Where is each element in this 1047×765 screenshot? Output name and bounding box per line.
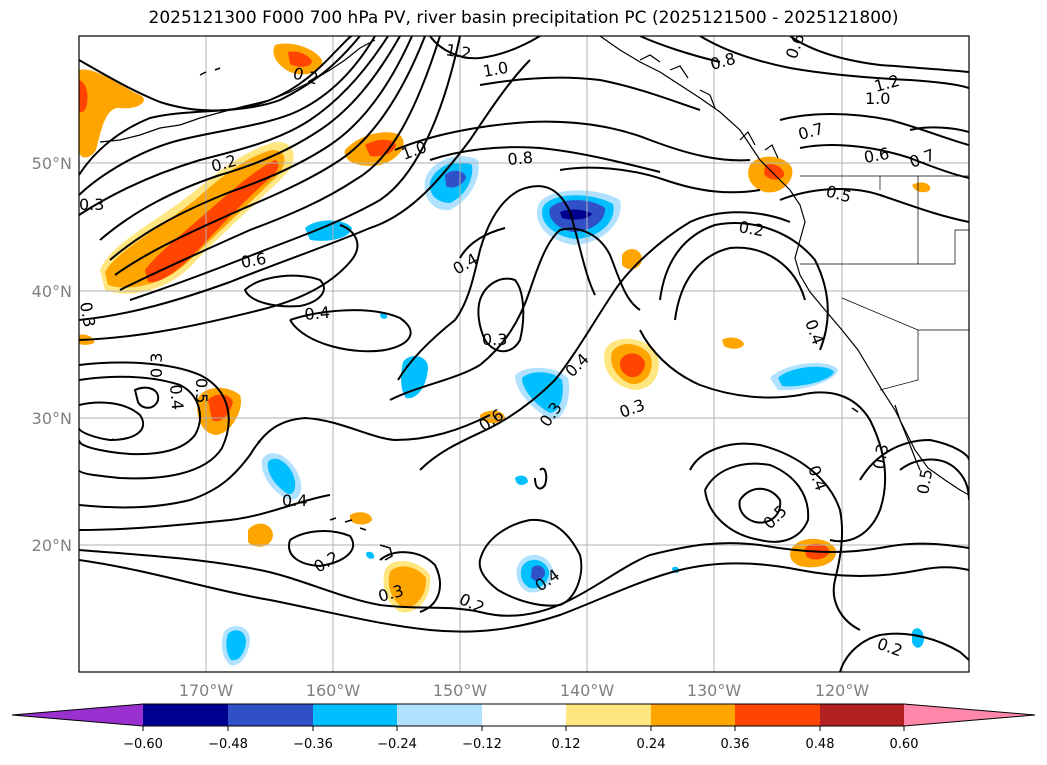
contour-label: 1.0 [865, 89, 890, 108]
precip-positive-anomalies [79, 43, 931, 613]
colorbar-bin [820, 704, 904, 726]
pos-anomaly-band-inner [145, 160, 279, 283]
neg-anomaly-small-3 [366, 551, 375, 559]
lon-label-150w: 150°W [433, 681, 488, 700]
pos-anomaly-137w-core [620, 353, 645, 378]
lon-label-140w: 140°W [560, 681, 615, 700]
contour-label: 0.6 [862, 144, 890, 167]
pos-anomaly-nw-inner [79, 80, 88, 113]
pos-anomaly-154w-inner [388, 566, 427, 608]
colorbar-bin [143, 704, 228, 726]
borders [800, 175, 969, 391]
contour-label: 0.6 [239, 249, 267, 272]
contour-label: 0.3 [79, 195, 104, 214]
pos-anomaly-bc-inner [764, 164, 785, 180]
colorbar-extend-high [904, 704, 1035, 726]
colorbar-bin [482, 704, 566, 726]
lon-label-170w: 170°W [179, 681, 234, 700]
contour-label: 0.3 [76, 300, 99, 328]
lat-label-30n: 30°N [32, 409, 72, 428]
neg-anomaly-124w-mid [778, 366, 834, 387]
lon-label-160w: 160°W [306, 681, 361, 700]
colorbar-bin [397, 704, 482, 726]
colorbar-tick: 0.12 [552, 737, 581, 752]
colorbar-bin [735, 704, 820, 726]
lon-label-120w: 120°W [815, 681, 870, 700]
contour-label: 0.5 [192, 378, 211, 403]
neg-anomaly-169w-mid [226, 630, 246, 661]
neg-anomaly-141w-core [560, 209, 592, 220]
contour-label: 1.0 [481, 58, 509, 81]
colorbar-bin [651, 704, 735, 726]
pos-anomaly-aleutian-inner [288, 51, 312, 67]
colorbar-tick: −0.24 [377, 737, 417, 752]
lat-labels: 50°N 40°N 30°N 20°N [32, 154, 72, 555]
colorbar-bin [228, 704, 313, 726]
pos-anomaly-155w-inner [365, 139, 396, 157]
pos-anomaly-128w [722, 337, 744, 349]
contour-label: 0.3 [482, 330, 507, 349]
map-frame [78, 35, 970, 673]
neg-anomaly-165w-mid [267, 458, 296, 495]
neg-anomaly-144w-core [531, 565, 545, 581]
colorbar-extend-low [12, 704, 143, 726]
lat-label-20n: 20°N [32, 536, 72, 555]
map-area: 0.2 1.0 0.6 0.8 0.2 1.2 1.0 0.7 0.6 0.5 … [76, 6, 969, 672]
pos-anomaly-168w-inner [208, 394, 233, 422]
lat-label-50n: 50°N [32, 154, 72, 173]
contour-label: 1.2 [444, 40, 472, 63]
neg-anomaly-151w-core [445, 170, 466, 188]
contour-label: 0.8 [507, 148, 534, 169]
pos-anomaly-148w [480, 410, 505, 424]
neg-anomaly-116w [912, 628, 924, 648]
contour-label: 0.4 [282, 491, 307, 510]
contour-label: 0.3 [147, 353, 166, 378]
colorbar-tick: 0.48 [806, 737, 835, 752]
colorbar-tick: −0.12 [462, 737, 502, 752]
contour-label: 0.3 [869, 442, 892, 470]
pos-anomaly-167w [248, 523, 273, 547]
neg-anomaly-small-1 [515, 475, 528, 486]
pos-anomaly-idaho [912, 182, 931, 193]
neg-anomaly-small-4 [380, 313, 388, 319]
lat-label-40n: 40°N [32, 282, 72, 301]
colorbar-tick: 0.24 [637, 737, 666, 752]
contour-label: 0.5 [913, 467, 936, 495]
contour-label: 0.2 [767, 6, 796, 38]
colorbar-bin [313, 704, 397, 726]
gridlines [79, 36, 969, 672]
lon-label-130w: 130°W [687, 681, 742, 700]
colorbar-tick: −0.48 [208, 737, 248, 752]
colorbar-tick: 0.60 [890, 737, 919, 752]
contour-label: 0.2 [737, 217, 765, 240]
pos-anomaly-158w [350, 512, 372, 525]
colorbar: −0.60 −0.48 −0.36 −0.24 −0.12 0.12 0.24 … [11, 703, 1036, 752]
pos-anomaly-nw [79, 69, 144, 158]
precip-negative-anomalies [222, 156, 924, 666]
pv-contours [79, 36, 969, 672]
colorbar-tick: −0.36 [293, 737, 333, 752]
contour-label: 0.4 [166, 384, 187, 411]
colorbar-tick: −0.60 [123, 737, 163, 752]
colorbar-bin [566, 704, 651, 726]
map-title: 2025121300 F000 700 hPa PV, river basin … [148, 8, 899, 28]
lon-labels: 170°W 160°W 150°W 140°W 130°W 120°W [179, 681, 870, 700]
contour-label: 0.4 [304, 303, 331, 324]
colorbar-tick: 0.36 [721, 737, 750, 752]
